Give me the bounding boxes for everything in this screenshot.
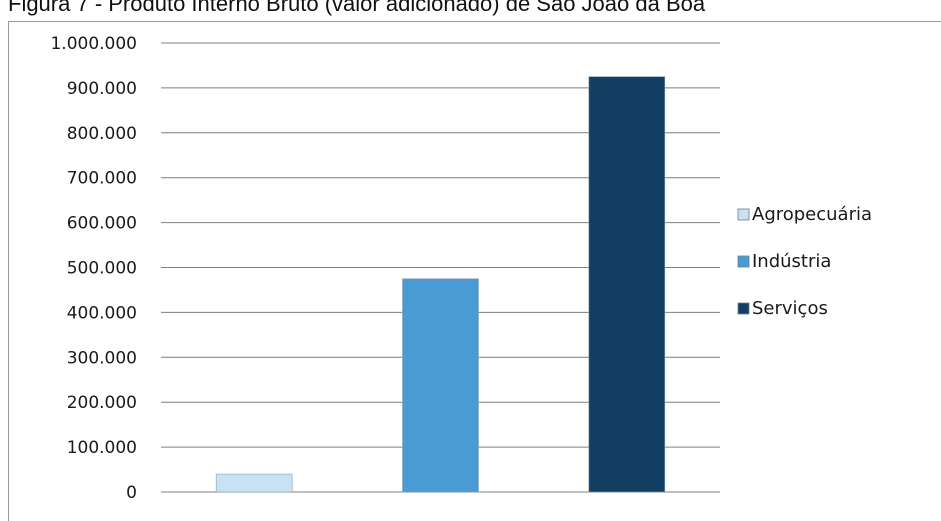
y-tick-label: 600.000	[67, 214, 137, 234]
y-tick-label: 400.000	[67, 303, 137, 323]
legend: Agropecuária Indústria Serviços	[737, 204, 872, 319]
legend-label: Serviços	[752, 298, 828, 319]
legend-swatch	[737, 208, 750, 221]
legend-swatch	[737, 255, 750, 268]
y-tick-label: 100.000	[67, 438, 137, 458]
legend-label: Agropecuária	[752, 204, 872, 225]
y-tick-label: 300.000	[67, 348, 137, 368]
legend-label: Indústria	[752, 251, 831, 272]
y-tick-label: 900.000	[67, 79, 137, 99]
chart-caption: Figura 7 - Produto Interno Bruto (valor …	[8, 0, 706, 16]
bars	[215, 76, 666, 493]
y-tick-label: 500.000	[67, 259, 137, 279]
chart-frame	[8, 21, 941, 521]
y-tick-label: 1.000.000	[50, 34, 137, 54]
y-axis-tick-labels: 0 100.000 200.000 300.000 400.000 500.000 600.…	[50, 34, 137, 503]
y-tick-label: 700.000	[67, 169, 137, 189]
legend-swatch	[737, 302, 750, 315]
bar-industria	[402, 278, 479, 493]
y-tick-label: 800.000	[67, 124, 137, 144]
y-tick-label: 200.000	[67, 393, 137, 413]
bar-agropecuaria	[215, 473, 293, 493]
y-tick-label: 0	[126, 483, 137, 503]
bar-servicos	[588, 76, 666, 493]
